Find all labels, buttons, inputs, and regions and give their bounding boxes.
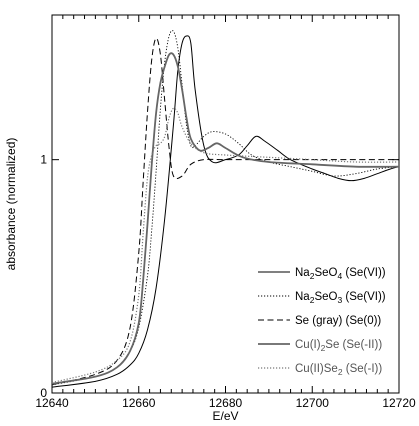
legend-label-2: Na2SeO3 (Se(VI)) — [295, 291, 386, 305]
x-tick-label: 12700 — [296, 396, 330, 410]
legend-label-part: SeO — [314, 267, 337, 279]
series-line-5 — [51, 107, 400, 384]
legend-label-part: 2 — [310, 271, 315, 281]
axis-ticks — [51, 15, 400, 394]
legend-label-part: 4 — [337, 271, 342, 281]
x-tick-label: 12720 — [382, 396, 416, 410]
series-layer — [51, 30, 400, 388]
legend-label-part: Se (Se(-II)) — [325, 339, 382, 351]
series-line-3 — [51, 37, 399, 386]
legend-label-part: 2 — [321, 343, 326, 353]
tick-labels: 12640 12660 12680 12700 12720 0 1 — [35, 153, 416, 410]
legend-label-3: Se (gray) (Se(0)) — [295, 315, 381, 327]
legend-label-part: (Se(VI)) — [342, 291, 386, 303]
legend-label-part: Cu(I) — [295, 339, 321, 351]
x-tick-label: 12640 — [35, 396, 69, 410]
legend-label-part: SeO — [314, 291, 337, 303]
legend-label-1: Na2SeO4 (Se(VI)) — [295, 267, 386, 281]
plot-frame — [51, 14, 400, 394]
x-axis-label: E/eV — [212, 409, 238, 423]
legend-label-part: 3 — [337, 295, 342, 305]
legend-label-part: (Se(VI)) — [342, 267, 386, 279]
x-tick-label: 12660 — [122, 396, 156, 410]
legend-label-part: 2 — [310, 295, 315, 305]
legend-label-part: Na — [295, 267, 310, 279]
legend-label-4: Cu(I)2Se (Se(-II)) — [295, 339, 382, 353]
legend-label-part: Cu(II)Se — [295, 363, 338, 375]
y-tick-label: 1 — [40, 153, 47, 167]
series-line-1 — [51, 35, 400, 388]
y-axis-label: absorbance (normalized) — [4, 138, 18, 271]
legend-label-5: Cu(II)Se2 (Se(-I)) — [295, 363, 382, 377]
legend-label-part: Na — [295, 291, 310, 303]
legend-label-part: 2 — [338, 367, 343, 377]
series-line-2 — [51, 30, 400, 386]
legend: Na2SeO4 (Se(VI))Na2SeO3 (Se(VI))Se (gray… — [258, 267, 386, 377]
series-line-4 — [51, 52, 400, 385]
legend-label-part: (Se(-I)) — [343, 363, 383, 375]
y-tick-label: 0 — [40, 386, 47, 400]
legend-label-part: Se (gray) (Se(0)) — [295, 315, 381, 327]
x-tick-label: 12680 — [209, 396, 243, 410]
